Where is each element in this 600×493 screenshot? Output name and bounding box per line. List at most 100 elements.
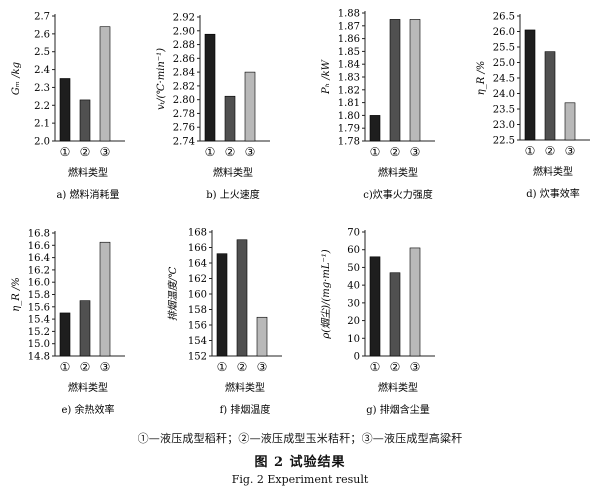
bar-1 [204,33,216,142]
bar-3 [409,19,421,142]
bar-3 [409,247,421,357]
y-tick-label: 152 [188,352,207,363]
category-label: ② [390,145,401,159]
y-tick-label: 1.83 [338,73,360,84]
panel-caption: b) 上火速度 [206,188,259,201]
panel-caption: a) 燃料消耗量 [56,188,119,201]
category-label: ① [60,360,71,374]
chart-panel-c: 1.78 1.79 1.80 1.81 1.821.83 1.84 1.85 1.86 1.87… [321,9,435,201]
y-tick-label: 2.92 [173,13,195,24]
category-label: ① [525,144,536,158]
y-tick-label: 26.5 [493,12,515,23]
y-tick-label: 162 [188,274,207,285]
y-tick-label: 1.86 [338,34,360,45]
y-tick-label: 26.0 [493,27,515,38]
bar-2 [544,51,556,141]
y-tick-label: 2.7 [34,12,50,23]
y-tick-label: 50 [347,263,360,274]
category-label: ③ [257,360,268,374]
y-tick-label: 1.78 [338,137,360,148]
y-axis-title: Gₘ /kg [11,62,22,95]
x-axis-title: 燃料类型 [378,166,418,179]
x-axis-title: 燃料类型 [68,381,108,394]
y-tick-label: 15.6 [28,302,50,313]
y-tick-label: 2.80 [173,95,195,106]
chart-panel-d: 22.5 23.0 23.5 24.0 24.5 25.0 25.5 26.0 26.5 η_R … [476,12,590,200]
y-tick-label: 15.4 [28,315,50,326]
y-tick-label: 2.2 [34,101,50,112]
bar-1 [59,312,71,357]
y-tick-label: 2.1 [34,119,50,130]
y-tick-label: 160 [188,290,207,301]
chart-panel-e: 14.8 15.015.215.4 15.615.816.0 16.216.416.6… [11,229,125,416]
x-axis-title: 燃料类型 [213,166,253,179]
category-label: ② [545,144,556,158]
y-tick-label: 1.82 [338,85,360,96]
bar-2 [389,19,401,142]
y-tick-label: 2.6 [34,29,50,40]
category-label: ② [237,360,248,374]
y-tick-label: 2.78 [173,109,195,120]
y-tick-label: 25.5 [493,43,515,54]
y-tick-label: 16.2 [28,265,50,276]
y-tick-label: 16.6 [28,241,50,252]
bar-3 [99,241,111,357]
y-axis-title: η_R /% [476,61,487,96]
bar-3 [564,102,576,141]
y-tick-label: 14.8 [28,352,50,363]
bar-3 [256,316,268,357]
y-tick-label: 156 [188,321,207,332]
category-label: ② [80,360,91,374]
fuel-type-legend: ①—液压成型稻秆；②—液压成型玉米秸秆；③—液压成型高粱秆 [137,432,463,445]
y-tick-label: 1.85 [338,47,360,58]
bar-1 [59,78,71,142]
y-tick-label: 16.0 [28,278,50,289]
category-label: ② [80,145,91,159]
y-tick-label: 2.82 [173,81,195,92]
y-tick-label: 2.3 [34,83,50,94]
y-tick-label: 15.2 [28,327,50,338]
y-tick-label: 1.87 [338,21,360,32]
y-tick-label: 164 [188,259,207,270]
chart-panel-a: 2.0 2.1 2.2 2.3 2.4 2.5 2.6 2.7 Gₘ /kg ① ② ③ 燃料类型 a) … [11,12,125,201]
y-tick-label: 2.74 [173,137,195,148]
chart-panel-g: 0 10 20 30 40 50 60 70 ρ(烟尘)/(mg·mL⁻¹) ① ② ③ 燃料类型 g) … [320,228,435,416]
y-axis-title: η_R /% [11,277,22,312]
category-label: ① [60,145,71,159]
y-tick-label: 25.0 [493,58,515,69]
y-axis-title: vₜ/(℃·min⁻¹) [156,48,167,110]
y-tick-label: 1.84 [338,60,360,71]
y-tick-label: 23.5 [493,105,515,116]
y-axis-title: 排烟温度/℃ [167,267,179,322]
figure-title-english: Fig. 2 Experiment result [231,473,369,486]
y-tick-label: 15.0 [28,339,50,350]
category-label: ① [370,360,381,374]
bar-2 [236,239,248,357]
y-tick-label: 22.5 [493,136,515,147]
y-tick-label: 16.4 [28,253,50,264]
chart-panel-f: 152 154 156 158 160 162 164 166 168 排烟温度/℃ ① ② ③ 燃料类型… [167,228,282,416]
y-tick-label: 40 [347,281,360,292]
y-tick-label: 24.5 [493,74,515,85]
bar-2 [79,300,91,357]
category-label: ③ [410,145,421,159]
x-axis-title: 燃料类型 [225,381,265,394]
category-label: ③ [410,360,421,374]
category-label: ③ [100,360,111,374]
y-tick-label: 20 [347,316,360,327]
y-tick-label: 10 [347,334,360,345]
y-tick-label: 158 [188,305,207,316]
bar-2 [224,95,236,142]
panel-caption: f) 排烟温度 [220,403,271,416]
bar-3 [244,71,256,142]
y-tick-label: 70 [347,228,360,239]
bar-3 [99,26,111,142]
y-tick-label: 60 [347,245,360,256]
y-tick-label: 0 [354,352,360,363]
category-label: ① [217,360,228,374]
y-tick-label: 2.76 [173,123,195,134]
panel-caption: c)炊事火力强度 [363,188,433,201]
category-label: ① [370,145,381,159]
chart-panel-b: 2.74 2.76 2.78 2.80 2.82 2.84 2.86 2.88 2.90 2.92… [156,13,270,201]
panel-caption: e) 余热效率 [62,403,115,416]
